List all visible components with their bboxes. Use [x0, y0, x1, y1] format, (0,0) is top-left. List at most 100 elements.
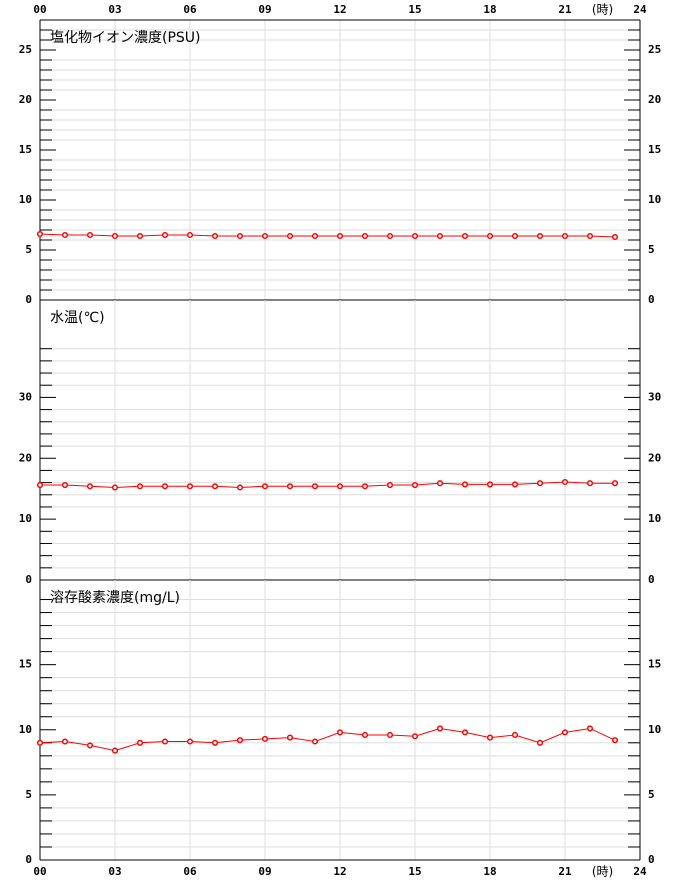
data-point [411, 232, 419, 240]
data-point [311, 738, 319, 745]
y-tick-label: 10 [19, 512, 32, 525]
data-point [436, 725, 444, 732]
y-tick-label: 20 [648, 451, 661, 464]
data-point [186, 483, 194, 490]
data-point [86, 742, 94, 749]
x-tick-label: 06 [183, 865, 197, 878]
y-tick-label: 15 [19, 143, 32, 156]
x-axis-unit: (時) [592, 3, 613, 17]
y-tick-label: 20 [19, 93, 32, 106]
data-point [136, 232, 144, 240]
y-tick-label: 5 [648, 243, 655, 256]
data-point [561, 232, 569, 240]
x-tick-label: 15 [408, 865, 421, 878]
y-tick-label: 0 [648, 853, 655, 866]
data-point [386, 232, 394, 240]
data-point [511, 731, 519, 739]
data-point [336, 483, 344, 490]
data-point [161, 738, 169, 745]
data-point [211, 483, 219, 490]
x-tick-label: 12 [333, 3, 346, 16]
data-point [436, 232, 444, 240]
data-point [561, 478, 569, 486]
data-point [611, 480, 619, 487]
data-point [136, 483, 144, 490]
data-point [211, 739, 219, 746]
data-point [361, 483, 369, 490]
data-point [186, 231, 194, 239]
data-point [486, 481, 494, 488]
data-point [386, 731, 394, 739]
data-point [336, 232, 344, 240]
data-point [536, 480, 544, 487]
x-tick-label: 09 [258, 865, 271, 878]
data-point [336, 729, 344, 736]
data-point [611, 233, 619, 241]
y-tick-label: 10 [19, 193, 32, 206]
data-point [436, 480, 444, 487]
data-point [86, 231, 94, 239]
data-point [461, 481, 469, 488]
data-point [236, 737, 244, 744]
data-point [286, 483, 294, 490]
data-point [61, 481, 69, 489]
x-tick-label: 00 [33, 865, 46, 878]
y-tick-label: 20 [19, 451, 32, 464]
data-point [461, 232, 469, 240]
data-point [161, 483, 169, 490]
y-tick-label: 10 [648, 723, 661, 736]
data-point [211, 232, 219, 240]
y-tick-label: 5 [648, 788, 655, 801]
data-point [36, 481, 44, 489]
x-tick-label: 12 [333, 865, 346, 878]
y-tick-label: 0 [25, 573, 32, 586]
data-point [461, 729, 469, 736]
y-tick-label: 20 [648, 93, 661, 106]
y-tick-label: 0 [648, 573, 655, 586]
x-tick-label: 18 [483, 3, 496, 16]
data-point [586, 725, 594, 732]
data-point [561, 729, 569, 736]
data-point [111, 484, 119, 491]
y-tick-label: 25 [648, 43, 661, 56]
y-tick-label: 15 [19, 658, 32, 671]
x-tick-label: 15 [408, 3, 421, 16]
data-point [261, 232, 269, 240]
x-tick-label: 21 [558, 3, 572, 16]
data-point [586, 480, 594, 487]
x-tick-label: 21 [558, 865, 572, 878]
x-tick-label: 00 [33, 3, 46, 16]
data-point [261, 483, 269, 490]
data-point [361, 731, 369, 739]
data-point [286, 232, 294, 240]
y-tick-label: 25 [19, 43, 32, 56]
panel-title: 塩化物イオン濃度(PSU) [50, 30, 201, 46]
panel-title: 溶存酸素濃度(mg/L) [50, 590, 180, 606]
data-point [511, 232, 519, 240]
x-tick-label: 18 [483, 865, 496, 878]
y-tick-label: 15 [648, 143, 661, 156]
data-point [36, 739, 44, 746]
data-point [111, 232, 119, 240]
y-tick-label: 30 [19, 390, 32, 403]
data-point [236, 484, 244, 491]
y-tick-label: 0 [25, 853, 32, 866]
data-point [311, 232, 319, 240]
data-point [111, 747, 119, 754]
data-point [536, 232, 544, 240]
x-tick-label: 03 [108, 3, 121, 16]
y-tick-label: 10 [648, 512, 661, 525]
y-tick-label: 5 [25, 788, 32, 801]
x-tick-label: 24 [633, 3, 647, 16]
y-tick-label: 5 [25, 243, 32, 256]
series-line [39, 727, 616, 752]
series-line [40, 481, 615, 488]
series-line [39, 233, 616, 238]
data-point [586, 232, 594, 240]
data-point [311, 483, 319, 490]
data-point [361, 232, 369, 240]
data-point [236, 232, 244, 240]
x-tick-label: 09 [258, 3, 271, 16]
x-tick-label: 03 [108, 865, 121, 878]
